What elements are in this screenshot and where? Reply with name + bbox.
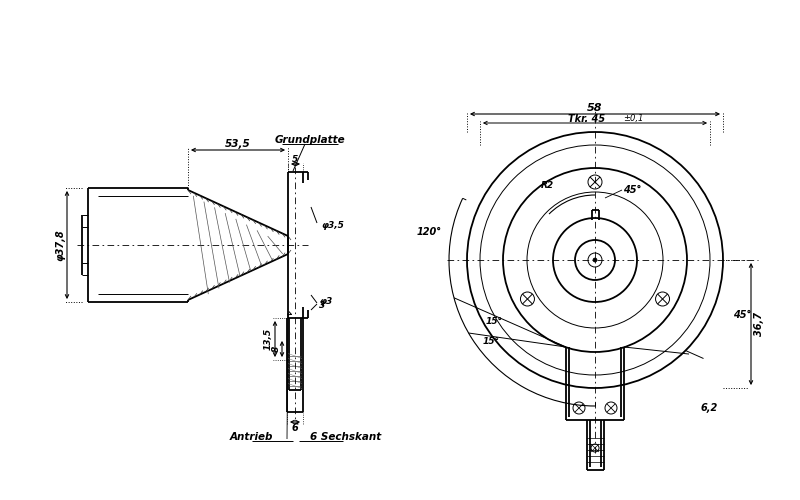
Circle shape — [593, 258, 597, 262]
Text: 36,7: 36,7 — [754, 312, 764, 336]
Text: 120°: 120° — [417, 227, 442, 237]
Text: φ3: φ3 — [319, 298, 332, 306]
Text: ±0,1: ±0,1 — [623, 114, 643, 124]
Text: 8: 8 — [271, 346, 281, 352]
Text: R2: R2 — [541, 180, 554, 190]
Text: 15°: 15° — [486, 318, 503, 326]
Text: 6: 6 — [292, 423, 298, 433]
Text: Tkr. 45: Tkr. 45 — [569, 114, 606, 124]
Text: 6 Sechskant: 6 Sechskant — [310, 432, 382, 442]
Text: 13,5: 13,5 — [263, 328, 273, 350]
Text: 15°: 15° — [483, 338, 500, 346]
Text: 45°: 45° — [623, 185, 642, 195]
Text: 5: 5 — [292, 154, 298, 164]
Text: φ37,8: φ37,8 — [55, 229, 65, 261]
Text: φ3,5: φ3,5 — [321, 222, 344, 230]
Text: 58: 58 — [587, 103, 602, 113]
Text: Antrieb: Antrieb — [230, 432, 273, 442]
Text: 45°: 45° — [733, 310, 751, 320]
Text: 3: 3 — [319, 302, 326, 310]
Text: 53,5: 53,5 — [225, 139, 251, 149]
Text: 6,2: 6,2 — [701, 403, 718, 413]
Text: Grundplatte: Grundplatte — [274, 135, 346, 145]
